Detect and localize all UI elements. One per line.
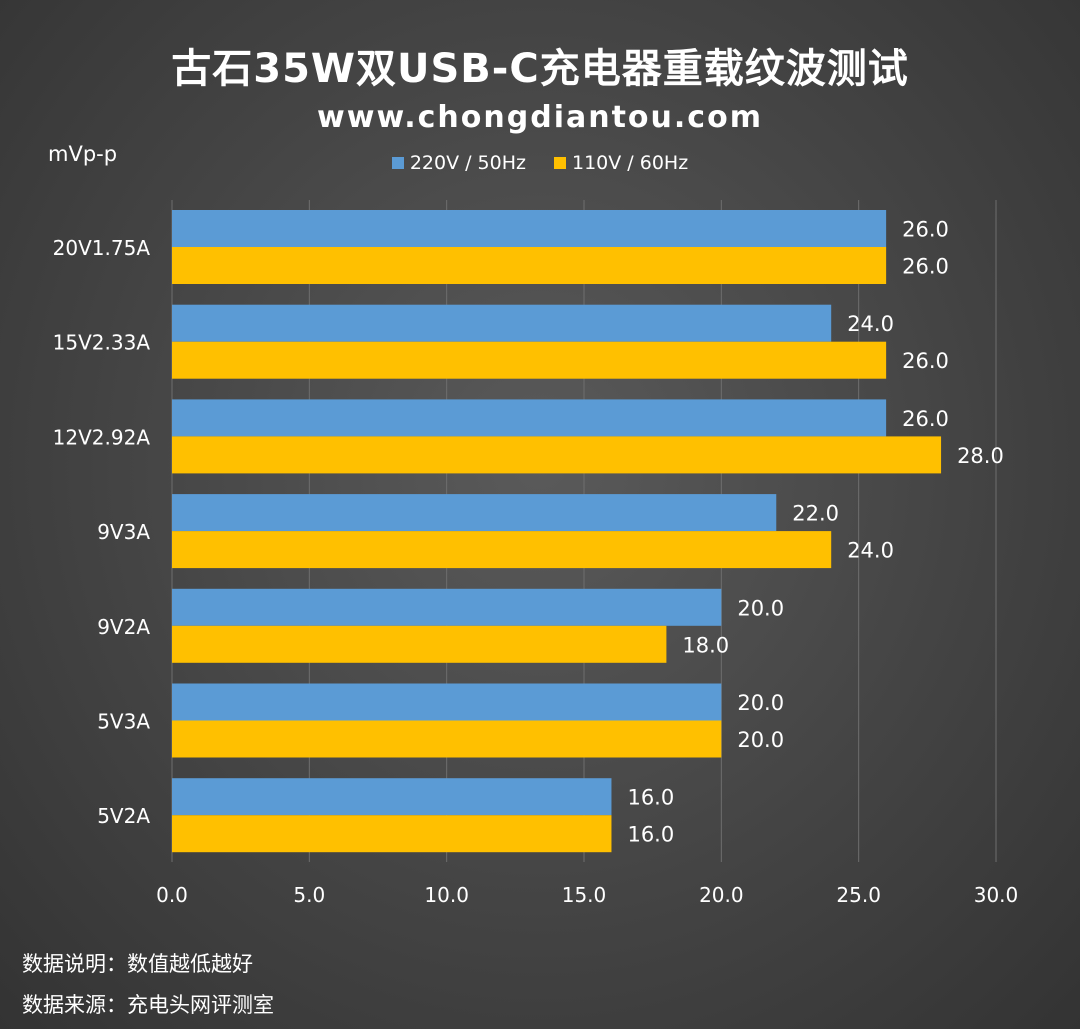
data-label: 22.0 [792,502,839,526]
data-label: 24.0 [847,539,894,563]
data-source-note: 数据来源：充电头网评测室 [22,993,274,1017]
bar [172,399,887,437]
bar [172,304,832,342]
legend: 220V / 50Hz 110V / 60Hz [0,152,1080,174]
category-label: 9V2A [97,615,150,639]
legend-swatch-220v [391,157,404,169]
x-tick-label: 0.0 [156,883,188,907]
bar [172,588,722,626]
chart-title: 古石35W双USB-C充电器重载纹波测试 [171,46,909,92]
x-tick-label: 30.0 [974,883,1019,907]
data-label: 20.0 [737,596,784,620]
category-label: 9V3A [97,520,150,544]
x-tick-label: 15.0 [562,883,607,907]
bar [172,247,887,284]
bar [172,625,667,663]
x-tick-label: 5.0 [293,883,325,907]
bar [172,720,722,758]
bar [172,778,612,816]
data-label: 26.0 [902,255,949,279]
legend-item-110v: 110V / 60Hz [554,152,688,174]
legend-label-220v: 220V / 50Hz [409,152,526,174]
data-label: 26.0 [902,349,949,373]
data-description-note: 数据说明：数值越低越好 [22,952,253,976]
data-label: 20.0 [737,691,784,715]
category-label: 5V3A [97,710,150,734]
data-label: 26.0 [902,407,949,431]
category-label: 20V1.75A [53,236,151,260]
data-label: 16.0 [627,823,674,847]
legend-item-220v: 220V / 50Hz [391,152,526,174]
legend-label-110v: 110V / 60Hz [572,152,689,174]
category-label: 5V2A [97,804,150,828]
bar [172,531,832,569]
category-label: 15V2.33A [53,331,151,355]
bar [172,341,887,379]
x-tick-label: 20.0 [699,883,744,907]
unit-label: mVp-p [48,142,118,166]
bar [172,494,777,532]
data-label: 16.0 [627,786,674,810]
data-label: 18.0 [682,633,729,657]
x-tick-label: 10.0 [424,883,469,907]
bar [172,436,942,474]
bar [172,815,612,853]
chart-subtitle: www.chongdiantou.com [317,100,763,135]
category-label: 12V2.92A [53,425,151,449]
x-tick-label: 25.0 [836,883,881,907]
bar [172,683,722,721]
data-label: 20.0 [737,728,784,752]
legend-swatch-110v [554,157,566,169]
data-label: 24.0 [847,312,894,336]
bar [172,210,887,247]
data-label: 28.0 [957,444,1004,468]
data-label: 26.0 [902,218,949,242]
